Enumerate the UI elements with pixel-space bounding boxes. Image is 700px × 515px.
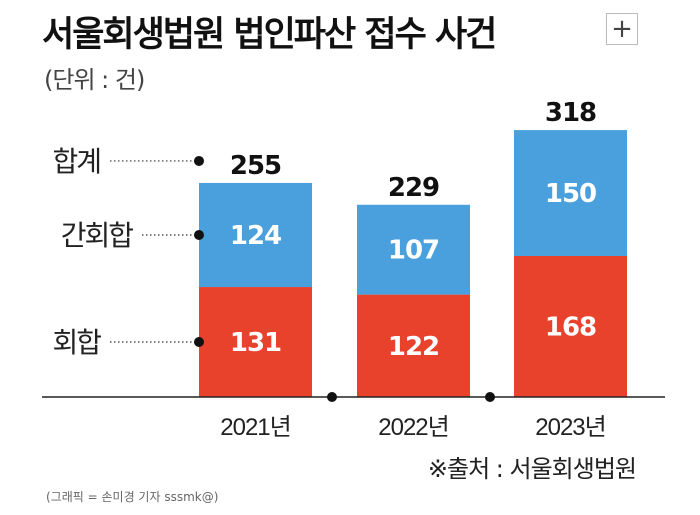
source-note: ※출처 : 서울회생법원 [427,455,637,483]
axis-dot [327,392,337,402]
value-label: 122 [388,332,439,362]
unit-label: (단위 : 건) [44,66,145,94]
legend-hoehap-label: 회합 [52,326,101,359]
bar-ganhoehap-3 [514,130,627,256]
chart-title: 서울회생법원 법인파산 접수 사건 [42,15,497,55]
axis-dot [485,392,495,402]
total-label: 318 [545,98,596,128]
year-label: 2022년 [378,414,448,441]
zoom-button[interactable]: + [606,13,638,45]
legend-total-dot [194,155,204,166]
plus-icon: + [611,14,633,44]
bar-ganhoehap-2 [357,204,470,295]
graphic-credit: (그래픽 = 손미경 기자 sssmk@) [46,490,219,504]
value-label: 107 [388,236,439,266]
legend-total-label: 합계 [52,145,100,178]
bar-hoehap-3 [514,255,627,397]
value-label: 168 [545,312,596,342]
legend-hoehap-dot [194,337,204,348]
year-label: 2021년 [220,414,290,441]
year-label: 2023년 [535,414,605,441]
legend-ganhoehap-dot [194,229,204,240]
bar-ganhoehap-1 [199,182,312,288]
value-label: 131 [230,328,281,358]
total-label: 255 [230,151,281,181]
bars-group [199,130,627,397]
axis-dots [327,392,495,402]
bar-hoehap-2 [357,294,470,397]
total-label: 229 [388,173,439,203]
value-label: 150 [545,179,596,209]
labels-group: 131 124 255 2021년 122 107 229 2022년 168 150 318 202… [220,98,606,441]
legend-ganhoehap-label: 간회합 [61,219,134,252]
bar-hoehap-1 [199,287,312,397]
value-label: 124 [230,221,281,251]
